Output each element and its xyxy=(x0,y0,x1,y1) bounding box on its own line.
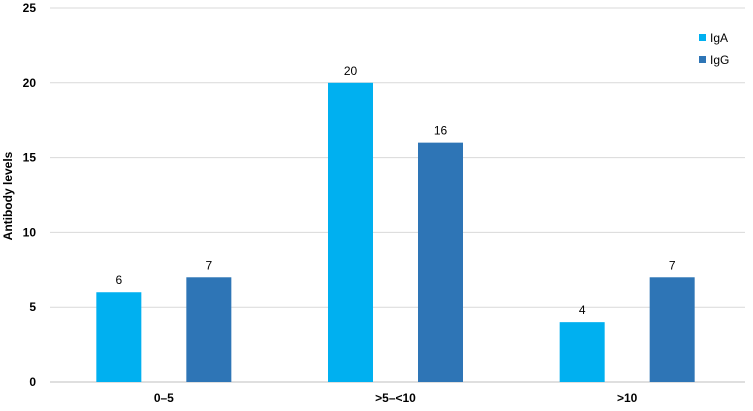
x-axis: 0–5 >5–<10 >10 xyxy=(50,381,745,405)
bar-igg-1 xyxy=(418,142,463,382)
bar-igg-2 xyxy=(649,277,695,382)
legend-swatch-iga xyxy=(699,34,706,41)
y-axis: 0 5 10 15 20 25 xyxy=(23,1,37,389)
data-label: 20 xyxy=(344,64,358,78)
data-label: 7 xyxy=(669,258,676,272)
data-label: 4 xyxy=(579,303,586,317)
y-tick-label: 10 xyxy=(23,225,37,239)
legend: IgA IgG xyxy=(699,31,729,67)
data-label: 6 xyxy=(115,273,122,287)
x-tick-label: >10 xyxy=(617,391,638,405)
bars xyxy=(96,82,695,383)
legend-swatch-igg xyxy=(699,56,706,63)
y-tick-label: 20 xyxy=(23,76,37,90)
data-label: 7 xyxy=(205,258,212,272)
x-tick-label: 0–5 xyxy=(154,391,174,405)
bar-igg-0 xyxy=(186,277,232,382)
data-label: 16 xyxy=(434,124,448,138)
y-tick-label: 5 xyxy=(29,300,36,314)
bar-iga-2 xyxy=(559,322,605,382)
x-tick-label: >5–<10 xyxy=(375,391,416,405)
y-tick-label: 0 xyxy=(29,375,36,389)
legend-label: IgG xyxy=(710,53,729,67)
y-tick-label: 25 xyxy=(23,1,37,15)
y-tick-label: 15 xyxy=(23,151,37,165)
gridlines xyxy=(50,7,745,308)
y-axis-label: Antibody levels xyxy=(1,151,15,240)
bar-iga-0 xyxy=(96,292,142,382)
legend-label: IgA xyxy=(710,31,728,45)
bar-iga-1 xyxy=(328,82,373,383)
data-labels: 6 7 20 16 4 7 xyxy=(115,64,675,317)
